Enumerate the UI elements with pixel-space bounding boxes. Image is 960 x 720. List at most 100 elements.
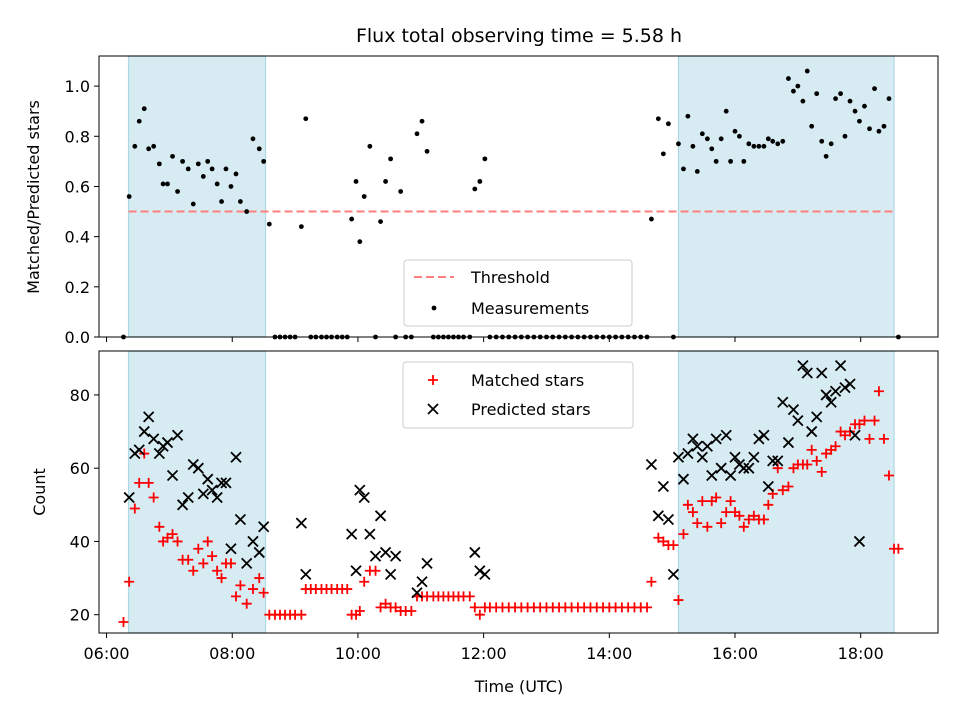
bottom-y-axis-label: Count [30,468,49,516]
matched-star-point [183,554,194,565]
x-axis-label: Time (UTC) [474,677,563,696]
matched-star-point [653,532,664,543]
measurement-point [819,138,825,144]
measurement-point [256,146,262,152]
predicted-star-point [234,513,247,526]
predicted-star-point [148,433,160,445]
matched-star-point [711,492,722,503]
measurement-point [361,194,367,199]
predicted-star-point [816,367,828,379]
predicted-star-point [782,436,795,449]
predicted-star-point [138,425,150,438]
matched-star-point [474,609,485,620]
predicted-star-point [182,491,194,504]
predicted-star-point [346,528,358,540]
predicted-star-point [474,565,486,577]
matched-star-point [198,558,209,569]
bottom-shaded-region [677,350,895,634]
predicted-star-point [844,378,856,390]
predicted-star-point [161,436,174,449]
predicted-star-point [853,535,866,548]
measurement-point [214,181,220,187]
measurement-point [353,179,359,184]
predicted-star-point [662,513,675,526]
x-tick-label: 18:00 [838,644,884,663]
matched-star-point [687,507,698,518]
matched-star-point [702,521,713,532]
predicted-star-point [215,477,228,489]
measurement-point [175,189,180,194]
matched-star-point [207,551,218,562]
measurement-point [195,161,201,167]
matched-star-point [354,606,365,617]
predicted-star-point [738,462,750,474]
measurement-point [209,166,215,172]
predicted-star-point [384,568,397,581]
legend-predicted-label: Predicted stars [471,400,591,419]
measurement-point [741,158,747,164]
predicted-star-point [729,451,741,463]
measurement-point [266,221,272,227]
predicted-star-point [369,550,382,562]
predicted-star-point [682,447,694,460]
matched-star-point [225,558,236,569]
matched-star-point [758,514,769,525]
matched-star-point [167,529,178,540]
matched-star-point [697,496,708,507]
matched-star-point [743,514,754,525]
matched-star-point [406,606,417,617]
predicted-star-point [645,458,658,471]
measurement-point [228,184,234,189]
measurement-point [250,136,256,142]
top-y-tick-label: 1.0 [65,77,90,96]
measurement-point [482,156,488,162]
measurement-point [126,194,132,199]
predicted-star-point [672,451,685,463]
measurement-point [737,133,742,139]
measurement-point [156,161,162,167]
predicted-star-point [691,440,703,452]
predicted-star-point [767,455,779,467]
measurement-point [685,113,691,119]
measurement-point [699,131,705,137]
matched-star-point [738,521,749,532]
measurement-point [261,158,267,164]
measurement-point [756,143,762,149]
bottom-y-tick-label: 60 [70,459,90,478]
predicted-star-point [133,444,145,456]
predicted-star-point [657,480,669,493]
predicted-star-point [820,389,832,401]
top-y-axis-label: Matched/Predicted stars [24,100,43,294]
predicted-star-point [811,411,823,423]
measurement-point [160,181,166,187]
measurement-point [414,131,420,137]
legend-measurements-label: Measurements [471,299,589,318]
matched-star-point [172,536,183,547]
predicted-star-point [772,455,784,467]
measurement-point [876,128,882,134]
predicted-star-point [176,499,189,511]
measurement-point [852,108,858,114]
matched-star-point [342,584,353,595]
measurement-point [298,224,304,230]
measurement-point [424,148,430,154]
measurement-point [146,146,152,152]
matched-star-point [148,492,159,503]
predicted-star-point [787,403,800,416]
predicted-star-point [350,565,362,577]
matched-star-point [845,426,856,437]
matched-star-point [763,499,774,510]
predicted-star-point [724,469,737,482]
measurement-point [881,123,887,129]
matched-star-point [139,448,150,459]
measurement-point [383,179,388,184]
bottom-axes-frame [98,350,939,634]
predicted-star-point [677,473,690,485]
chart-title: Flux total observing time = 5.58 h [356,25,682,47]
measurement-point [809,123,815,129]
matched-star-point [212,565,223,576]
measurement-point [718,136,724,142]
matched-star-point [247,584,258,595]
measurement-point [732,128,738,134]
